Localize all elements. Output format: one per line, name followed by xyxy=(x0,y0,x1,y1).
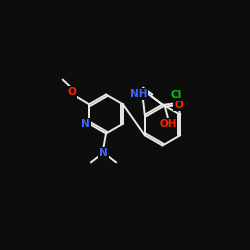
Text: O: O xyxy=(67,87,76,97)
Text: OH: OH xyxy=(159,119,177,129)
Text: NH: NH xyxy=(130,89,148,99)
Text: Cl: Cl xyxy=(171,90,182,100)
Text: O: O xyxy=(174,100,183,110)
Text: N: N xyxy=(81,119,90,129)
Text: N: N xyxy=(99,148,108,158)
